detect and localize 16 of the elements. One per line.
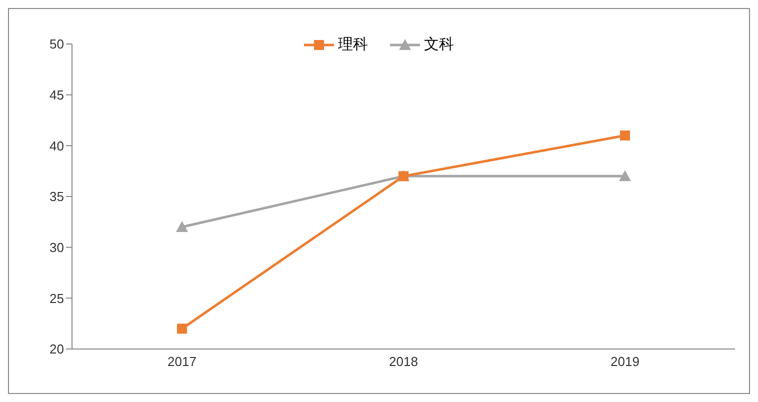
y-tick-label: 30 (50, 240, 64, 255)
x-tick-label: 2019 (610, 354, 640, 370)
y-tick-label: 25 (50, 290, 64, 306)
point (176, 221, 188, 232)
legend-label: 理科 (338, 35, 368, 54)
point (620, 130, 630, 140)
y-tick-label: 35 (50, 189, 64, 204)
y-tick-label: 20 (50, 342, 64, 357)
point (619, 170, 631, 182)
y-tick-label: 45 (50, 87, 64, 102)
x-tick-label: 2018 (389, 354, 418, 370)
y-tick-label: 50 (50, 36, 64, 52)
y-tick-label: 40 (50, 138, 64, 154)
point (177, 324, 187, 334)
x-tick-label: 2017 (168, 354, 196, 370)
legend-label: 文科 (424, 35, 454, 54)
